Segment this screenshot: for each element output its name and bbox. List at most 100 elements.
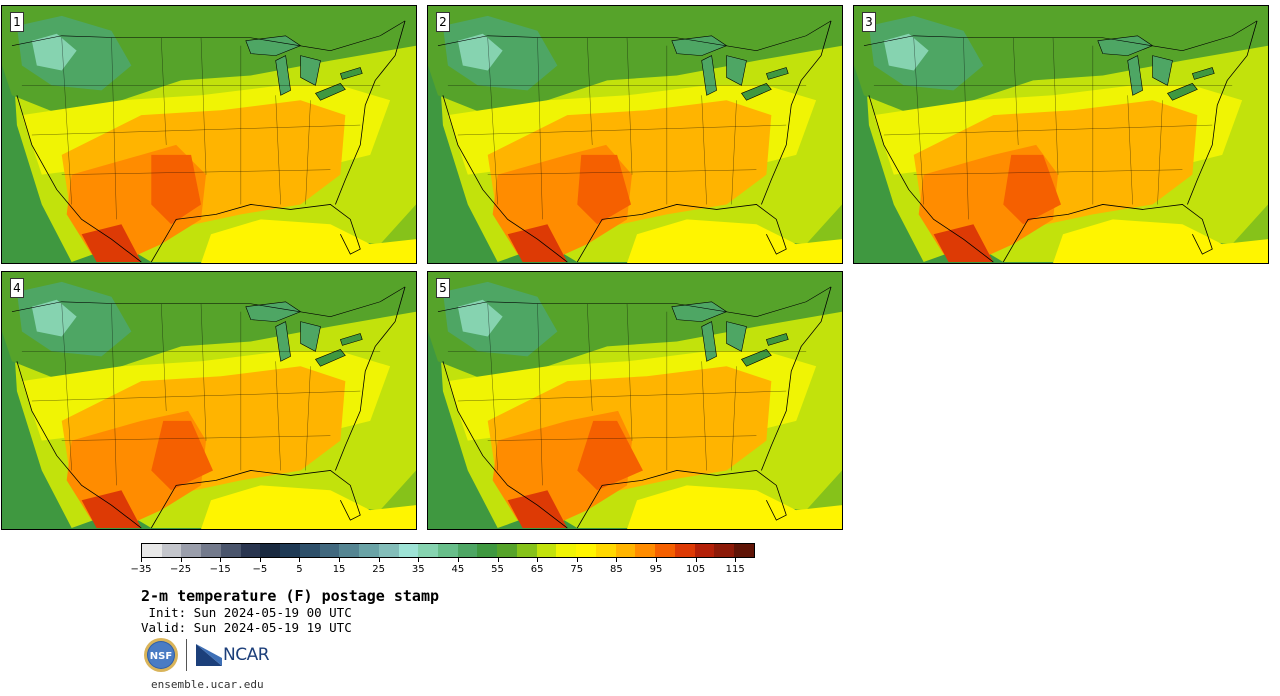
colorbar-tick-label: 15 [332,564,346,575]
ncar-mark-icon [196,644,222,666]
colorbar-tick-label: 95 [649,564,663,575]
colorbar-swatch [615,544,636,557]
state-border [913,169,1183,175]
mexico-hot-spot [81,490,142,529]
state-border [200,303,207,441]
colorbar-tick [616,558,618,562]
lake-erie [741,83,772,101]
temperature-colorbar [141,543,755,558]
canada-border [11,286,406,317]
valid-time: Valid: Sun 2024-05-19 19 UTC [141,620,352,635]
state-border [701,361,707,471]
lake-ontario [765,333,789,346]
colorbar-tick-label: 35 [411,564,425,575]
colorbar-tick [220,558,222,562]
colorbar-swatch [457,544,478,557]
map-panel-3: 3 [853,5,1269,264]
colorbar-swatch [655,544,675,557]
sponsor-logos: NSF NCAR [143,637,270,673]
colorbar-swatch [359,544,379,557]
state-border [161,37,167,145]
state-border [457,390,787,402]
lake-ontario [1191,67,1215,80]
state-border [31,124,361,136]
state-border [626,37,633,175]
colorbar-tick-label: 65 [530,564,544,575]
gulf-of-mexico [201,485,416,529]
gulf-coastline [150,470,361,529]
map-panel-5: 5 [427,271,843,530]
atlantic-coastline [335,20,406,205]
colorbar-tick [299,558,301,562]
lake-erie [315,349,346,367]
state-border [1127,95,1133,205]
gulf-coastline [576,204,787,263]
colorbar-swatch [438,544,458,557]
state-border [305,100,311,205]
mountain-cold-spot [31,33,77,71]
colorbar-tick [576,558,578,562]
pacific-coastline [16,95,142,263]
pacific-coastline [442,95,568,263]
colorbar-tick [695,558,697,562]
canada-border [863,20,1258,51]
state-border [587,303,593,411]
colorbar-swatch [339,544,360,557]
pacific-coastline [16,361,142,529]
colorbar-swatch [516,544,537,557]
colorbar-tick-label: −25 [170,564,192,575]
state-border [1157,100,1163,205]
mountain-cold-spot [457,299,503,337]
figure-title: 2-m temperature (F) postage stamp [141,587,440,605]
gulf-of-mexico [201,219,416,263]
colorbar-tick [497,558,499,562]
colorbar-tick [735,558,737,562]
canada-border [437,286,832,317]
nsf-logo-text: NSF [150,651,172,662]
lake-erie [315,83,346,101]
state-border [487,169,757,175]
colorbar-swatch [201,544,221,557]
colorbar-swatch [497,544,517,557]
state-border [111,303,117,486]
state-border [963,37,969,220]
colorbar-swatch [240,544,261,557]
state-border [200,37,207,175]
colorbar-tick [378,558,380,562]
state-border [883,124,1213,136]
colorbar-tick [537,558,539,562]
state-border [537,37,543,220]
gulf-coastline [150,204,361,263]
state-border [61,169,331,175]
colorbar-tick [259,558,261,562]
ncar-logo: NCAR [196,644,270,666]
colorbar-swatch [181,544,202,557]
panel-number-label: 2 [436,12,450,32]
panel-number-label: 3 [862,12,876,32]
colorbar-swatch [280,544,300,557]
temperature-map [428,6,842,263]
colorbar-swatch [477,544,498,557]
lake-erie [741,349,772,367]
lake-superior [1097,35,1154,56]
gulf-of-mexico [1053,219,1268,263]
state-border [1052,37,1059,175]
colorbar-tick-label: 55 [491,564,504,575]
atlantic-coastline [761,286,832,471]
state-border [487,303,498,471]
nsf-logo: NSF [144,638,178,672]
colorbar-tick [141,558,142,562]
colorbar-tick [180,558,182,562]
pacific-coastline [442,361,568,529]
colorbar-tick-labels: −35 −25 −15 −5 5 15 25 35 45 55 65 75 85 95 105 115 [130,558,755,578]
colorbar-swatch [142,544,162,557]
colorbar-swatch [635,544,656,557]
state-border [161,303,167,411]
map-panel-4: 4 [1,271,417,530]
canada-border [437,20,832,51]
colorbar-tick-label: −15 [209,564,231,575]
map-panel-1: 1 [1,5,417,264]
panel-number-label: 4 [10,278,24,298]
colorbar-swatch [220,544,241,557]
